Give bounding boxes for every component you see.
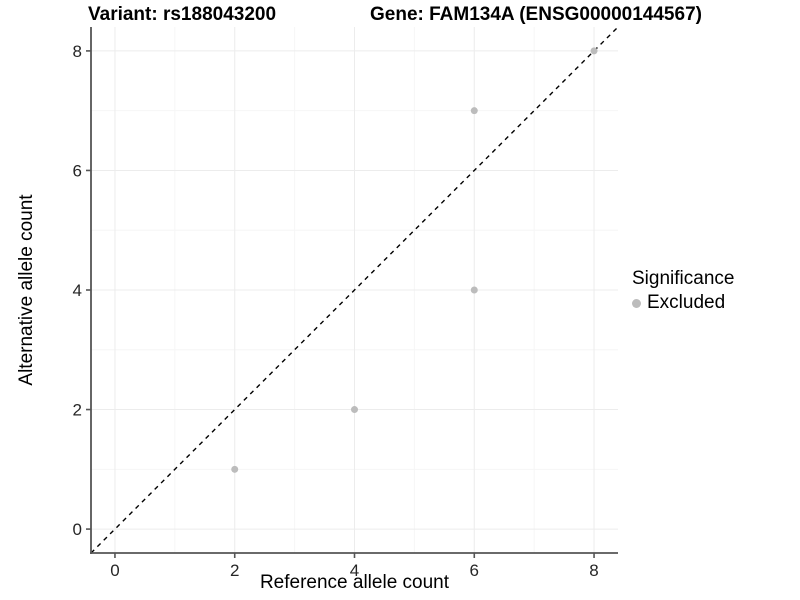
x-tick-label: 8	[589, 561, 598, 580]
y-axis-title: Alternative allele count	[16, 194, 37, 386]
x-tick-label: 4	[350, 561, 359, 580]
axis-tick-labels: 0 2 4 6 8 0 2 4 6 8	[73, 42, 599, 580]
x-tick-label: 0	[110, 561, 119, 580]
y-tick-label: 4	[73, 281, 82, 300]
x-tick-label: 6	[470, 561, 479, 580]
data-points	[231, 47, 598, 473]
identity-line	[90, 26, 619, 554]
x-tick-label: 2	[230, 561, 239, 580]
data-point	[590, 47, 598, 55]
axis-tick-marks	[86, 50, 595, 558]
y-tick-label: 2	[73, 401, 82, 420]
legend-item-label: Excluded	[647, 292, 726, 313]
y-tick-label: 0	[73, 520, 82, 539]
data-point	[351, 406, 358, 414]
excluded-point-icon	[632, 298, 641, 308]
legend-title: Significance	[632, 268, 735, 289]
legend: Significance Excluded	[632, 268, 734, 314]
data-point	[231, 465, 239, 473]
data-point	[470, 286, 478, 294]
plot-title-gene: Gene: FAM134A (ENSG00000144567)	[370, 4, 702, 25]
plot-title-variant: Variant: rs188043200	[88, 4, 277, 25]
y-tick-label: 8	[73, 42, 82, 61]
identity-dashed-line	[90, 26, 619, 554]
y-tick-label: 6	[73, 161, 82, 180]
data-point	[470, 107, 478, 115]
legend-item-excluded: Excluded	[632, 292, 734, 314]
x-axis-title: Reference allele count	[259, 572, 450, 593]
